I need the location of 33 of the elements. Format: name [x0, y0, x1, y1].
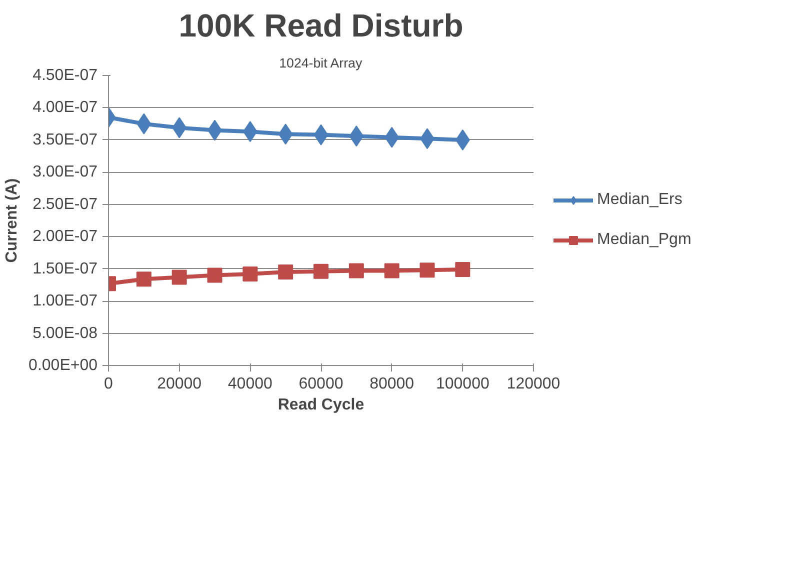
point [278, 264, 294, 280]
x-tick-label: 120000 [506, 376, 560, 392]
y-tick-label: 0.00E+00 [28, 357, 98, 374]
point [136, 272, 152, 287]
x-tick-label: 80000 [370, 376, 414, 392]
y-tick-label: 3.50E-07 [32, 131, 98, 148]
legend-label: Median_Pgm [597, 231, 692, 249]
point [420, 262, 435, 278]
point [207, 268, 222, 283]
x-axis-title: Read Cycle [278, 396, 364, 414]
x-tick-label: 0 [104, 376, 114, 392]
y-tick-label: 4.00E-07 [32, 99, 98, 116]
y-tick-label: 1.50E-07 [32, 260, 98, 278]
x-tick-label: 100000 [436, 376, 490, 392]
chart-title: 100K Read Disturb [178, 8, 464, 44]
chart-subtitle: 1024-bit Array [279, 56, 362, 70]
point [455, 262, 470, 277]
x-tick-label: 20000 [157, 376, 202, 392]
point [314, 264, 328, 279]
point [172, 270, 187, 285]
legend-label: Median_Ers [597, 191, 684, 209]
point [242, 266, 258, 282]
point [348, 263, 364, 278]
y-tick-label: 3.00E-07 [32, 164, 98, 181]
y-tick-label: 5.00E-08 [32, 324, 98, 342]
y-tick-label: 2.00E-07 [32, 228, 98, 246]
x-tick-label: 60000 [298, 376, 344, 392]
y-tick-label: 2.50E-07 [32, 196, 98, 213]
x-tick-label: 40000 [228, 376, 273, 392]
point [384, 263, 400, 278]
y-axis-title: Current (A) [4, 178, 21, 263]
y-tick-label: 1.00E-07 [32, 292, 98, 310]
y-tick-label: 4.50E-07 [32, 67, 98, 84]
